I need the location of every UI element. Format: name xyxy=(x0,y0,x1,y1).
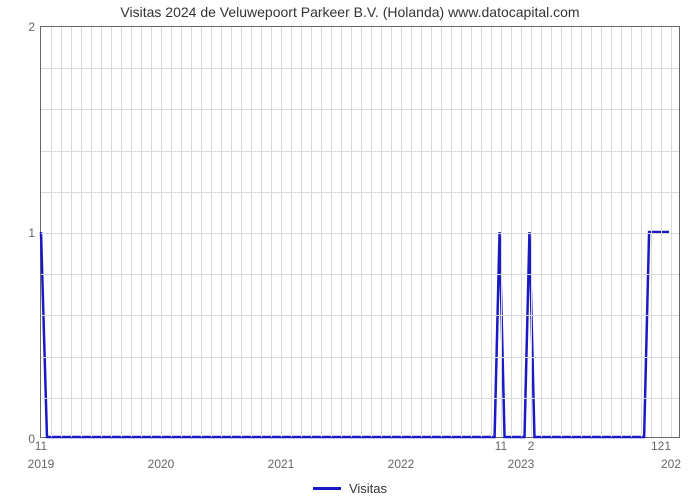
gridline-vertical xyxy=(301,27,302,437)
data-point-label: 2 xyxy=(528,439,535,453)
data-point-label: 11 xyxy=(495,439,507,453)
x-axis-tick-label: 202 xyxy=(661,457,681,471)
line-series xyxy=(41,27,679,437)
gridline-vertical xyxy=(321,27,322,437)
gridline-vertical xyxy=(61,27,62,437)
gridline-vertical xyxy=(261,27,262,437)
gridline-vertical xyxy=(141,27,142,437)
gridline-vertical xyxy=(191,27,192,437)
chart-container: Visitas 2024 de Veluwepoort Parkeer B.V.… xyxy=(0,0,700,500)
gridline-vertical xyxy=(91,27,92,437)
gridline-vertical xyxy=(131,27,132,437)
gridline-vertical xyxy=(121,27,122,437)
gridline-vertical xyxy=(521,27,522,437)
x-axis-tick-label: 2021 xyxy=(268,457,295,471)
gridline-vertical xyxy=(361,27,362,437)
x-axis-tick-label: 2023 xyxy=(508,457,535,471)
chart-title: Visitas 2024 de Veluwepoort Parkeer B.V.… xyxy=(0,4,700,20)
gridline-vertical xyxy=(291,27,292,437)
gridline-horizontal xyxy=(41,398,679,399)
gridline-horizontal xyxy=(41,315,679,316)
gridline-vertical xyxy=(631,27,632,437)
y-axis-tick-label: 1 xyxy=(28,226,35,240)
series-line xyxy=(41,232,669,437)
gridline-vertical xyxy=(311,27,312,437)
gridline-vertical xyxy=(451,27,452,437)
gridline-vertical xyxy=(671,27,672,437)
gridline-horizontal xyxy=(41,109,679,110)
gridline-vertical xyxy=(541,27,542,437)
gridline-horizontal xyxy=(41,274,679,275)
gridline-vertical xyxy=(201,27,202,437)
gridline-vertical xyxy=(411,27,412,437)
x-axis-tick-label: 2022 xyxy=(388,457,415,471)
legend: Visitas xyxy=(0,478,700,496)
gridline-vertical xyxy=(641,27,642,437)
gridline-vertical xyxy=(101,27,102,437)
gridline-vertical xyxy=(461,27,462,437)
gridline-vertical xyxy=(491,27,492,437)
gridline-vertical xyxy=(371,27,372,437)
data-point-label: 121 xyxy=(651,439,671,453)
gridline-vertical xyxy=(171,27,172,437)
gridline-vertical xyxy=(591,27,592,437)
gridline-vertical xyxy=(211,27,212,437)
gridline-vertical xyxy=(221,27,222,437)
gridline-vertical xyxy=(271,27,272,437)
gridline-vertical xyxy=(511,27,512,437)
gridline-horizontal xyxy=(41,357,679,358)
gridline-vertical xyxy=(241,27,242,437)
gridline-vertical xyxy=(501,27,502,437)
gridline-horizontal xyxy=(41,233,679,234)
gridline-vertical xyxy=(611,27,612,437)
gridline-vertical xyxy=(561,27,562,437)
gridline-vertical xyxy=(401,27,402,437)
gridline-vertical xyxy=(441,27,442,437)
gridline-vertical xyxy=(581,27,582,437)
gridline-vertical xyxy=(71,27,72,437)
gridline-vertical xyxy=(551,27,552,437)
gridline-vertical xyxy=(351,27,352,437)
gridline-vertical xyxy=(331,27,332,437)
gridline-vertical xyxy=(421,27,422,437)
gridline-vertical xyxy=(661,27,662,437)
gridline-vertical xyxy=(341,27,342,437)
gridline-vertical xyxy=(391,27,392,437)
gridline-vertical xyxy=(251,27,252,437)
gridline-vertical xyxy=(431,27,432,437)
gridline-horizontal xyxy=(41,192,679,193)
legend-label: Visitas xyxy=(349,481,387,496)
gridline-horizontal xyxy=(41,68,679,69)
gridline-vertical xyxy=(471,27,472,437)
gridline-vertical xyxy=(571,27,572,437)
gridline-horizontal xyxy=(41,151,679,152)
gridline-vertical xyxy=(181,27,182,437)
plot-area: 0121111212120192020202120222023202 xyxy=(40,26,680,438)
x-axis-tick-label: 2019 xyxy=(28,457,55,471)
gridline-vertical xyxy=(111,27,112,437)
gridline-vertical xyxy=(51,27,52,437)
gridline-vertical xyxy=(381,27,382,437)
gridline-vertical xyxy=(231,27,232,437)
legend-item: Visitas xyxy=(313,481,387,496)
data-point-label: 11 xyxy=(35,439,47,453)
gridline-vertical xyxy=(281,27,282,437)
y-axis-tick-label: 2 xyxy=(28,20,35,34)
x-axis-tick-label: 2020 xyxy=(148,457,175,471)
legend-swatch xyxy=(313,487,341,490)
gridline-vertical xyxy=(621,27,622,437)
gridline-vertical xyxy=(81,27,82,437)
gridline-vertical xyxy=(151,27,152,437)
gridline-vertical xyxy=(601,27,602,437)
gridline-vertical xyxy=(651,27,652,437)
gridline-vertical xyxy=(481,27,482,437)
gridline-vertical xyxy=(531,27,532,437)
gridline-vertical xyxy=(161,27,162,437)
